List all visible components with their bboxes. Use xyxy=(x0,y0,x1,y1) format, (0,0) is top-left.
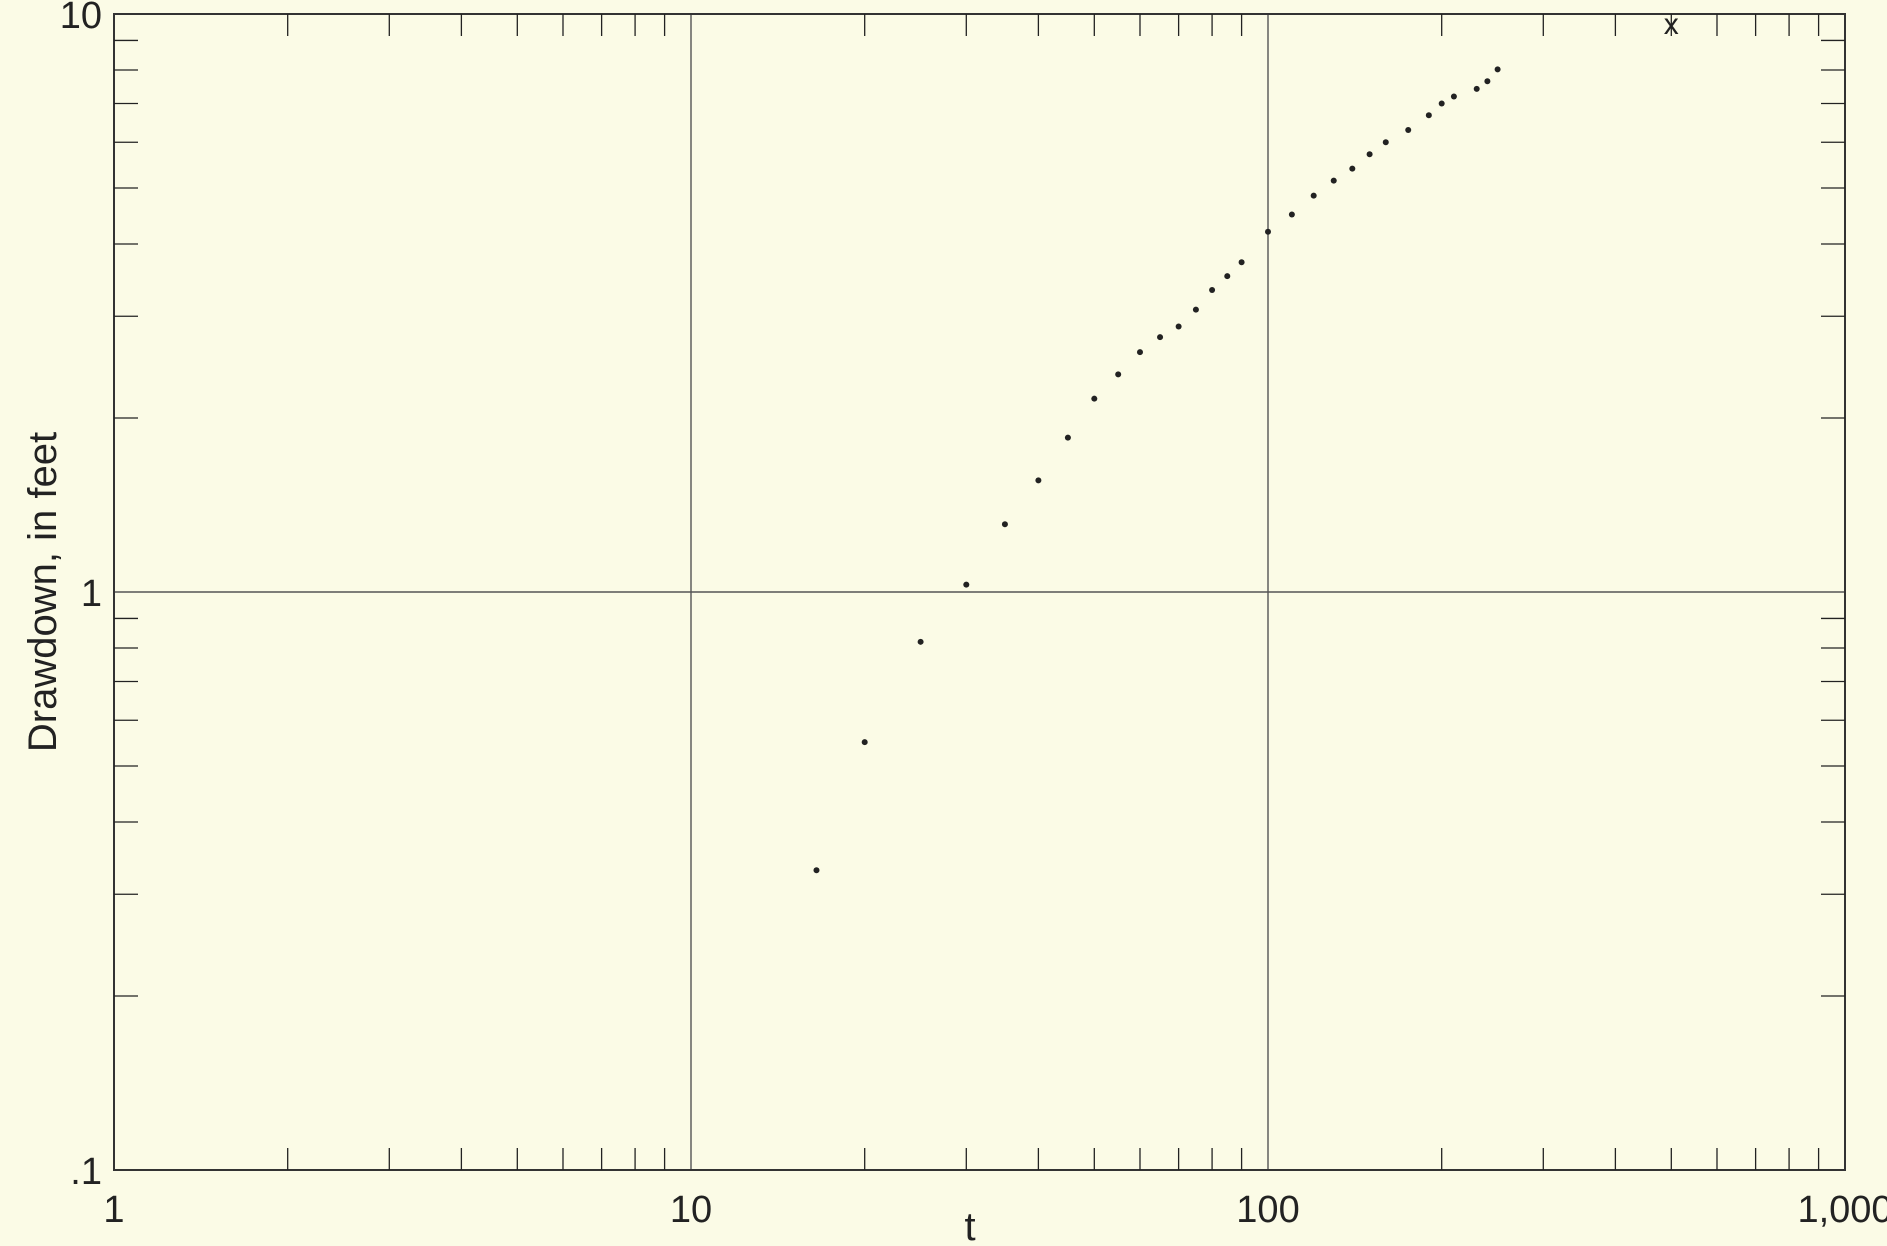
data-point xyxy=(1366,151,1373,158)
data-point xyxy=(1494,66,1501,73)
data-point xyxy=(1238,259,1245,266)
data-point xyxy=(1035,477,1042,484)
data-point xyxy=(1288,211,1295,218)
data-point xyxy=(1064,434,1071,441)
plot-frame xyxy=(113,13,1846,1171)
data-point xyxy=(963,581,970,588)
data-point xyxy=(1450,93,1457,100)
y-axis-label: Drawdown, in feet xyxy=(21,432,65,752)
data-point xyxy=(1330,177,1337,184)
grid-lines xyxy=(114,14,1845,1170)
data-point xyxy=(917,638,924,645)
axis-ticks xyxy=(114,14,1845,1170)
x-tick-label: 1 xyxy=(103,1189,124,1231)
y-tick-label: 1 xyxy=(81,573,102,615)
data-point xyxy=(1349,165,1356,172)
x-tick-label: 1,000 xyxy=(1797,1189,1887,1231)
data-point xyxy=(1473,85,1480,92)
data-point xyxy=(1438,100,1445,107)
data-point xyxy=(1115,371,1122,378)
data-point xyxy=(861,739,868,746)
data-point xyxy=(1405,126,1412,133)
data-point xyxy=(1175,323,1182,330)
y-tick-label: .1 xyxy=(70,1151,102,1193)
x-tick-label: 100 xyxy=(1236,1189,1299,1231)
data-point xyxy=(813,867,820,874)
x-axis-label: t xyxy=(964,1205,975,1246)
data-point xyxy=(1224,273,1231,280)
data-point xyxy=(1209,287,1216,294)
x-tick-label: 10 xyxy=(670,1189,712,1231)
data-point xyxy=(1382,139,1389,146)
annotation-text: x xyxy=(1664,8,1679,41)
data-point xyxy=(1136,349,1143,356)
data-point xyxy=(1157,334,1164,341)
data-point xyxy=(1091,395,1098,402)
data-point xyxy=(1001,521,1008,528)
annotations: x xyxy=(1664,8,1679,41)
data-point xyxy=(1310,192,1317,199)
data-point xyxy=(1484,78,1491,85)
y-tick-label: 10 xyxy=(60,0,102,37)
data-points xyxy=(813,66,1501,874)
data-point xyxy=(1265,228,1271,235)
data-point xyxy=(1192,306,1199,313)
data-point xyxy=(1425,112,1432,119)
